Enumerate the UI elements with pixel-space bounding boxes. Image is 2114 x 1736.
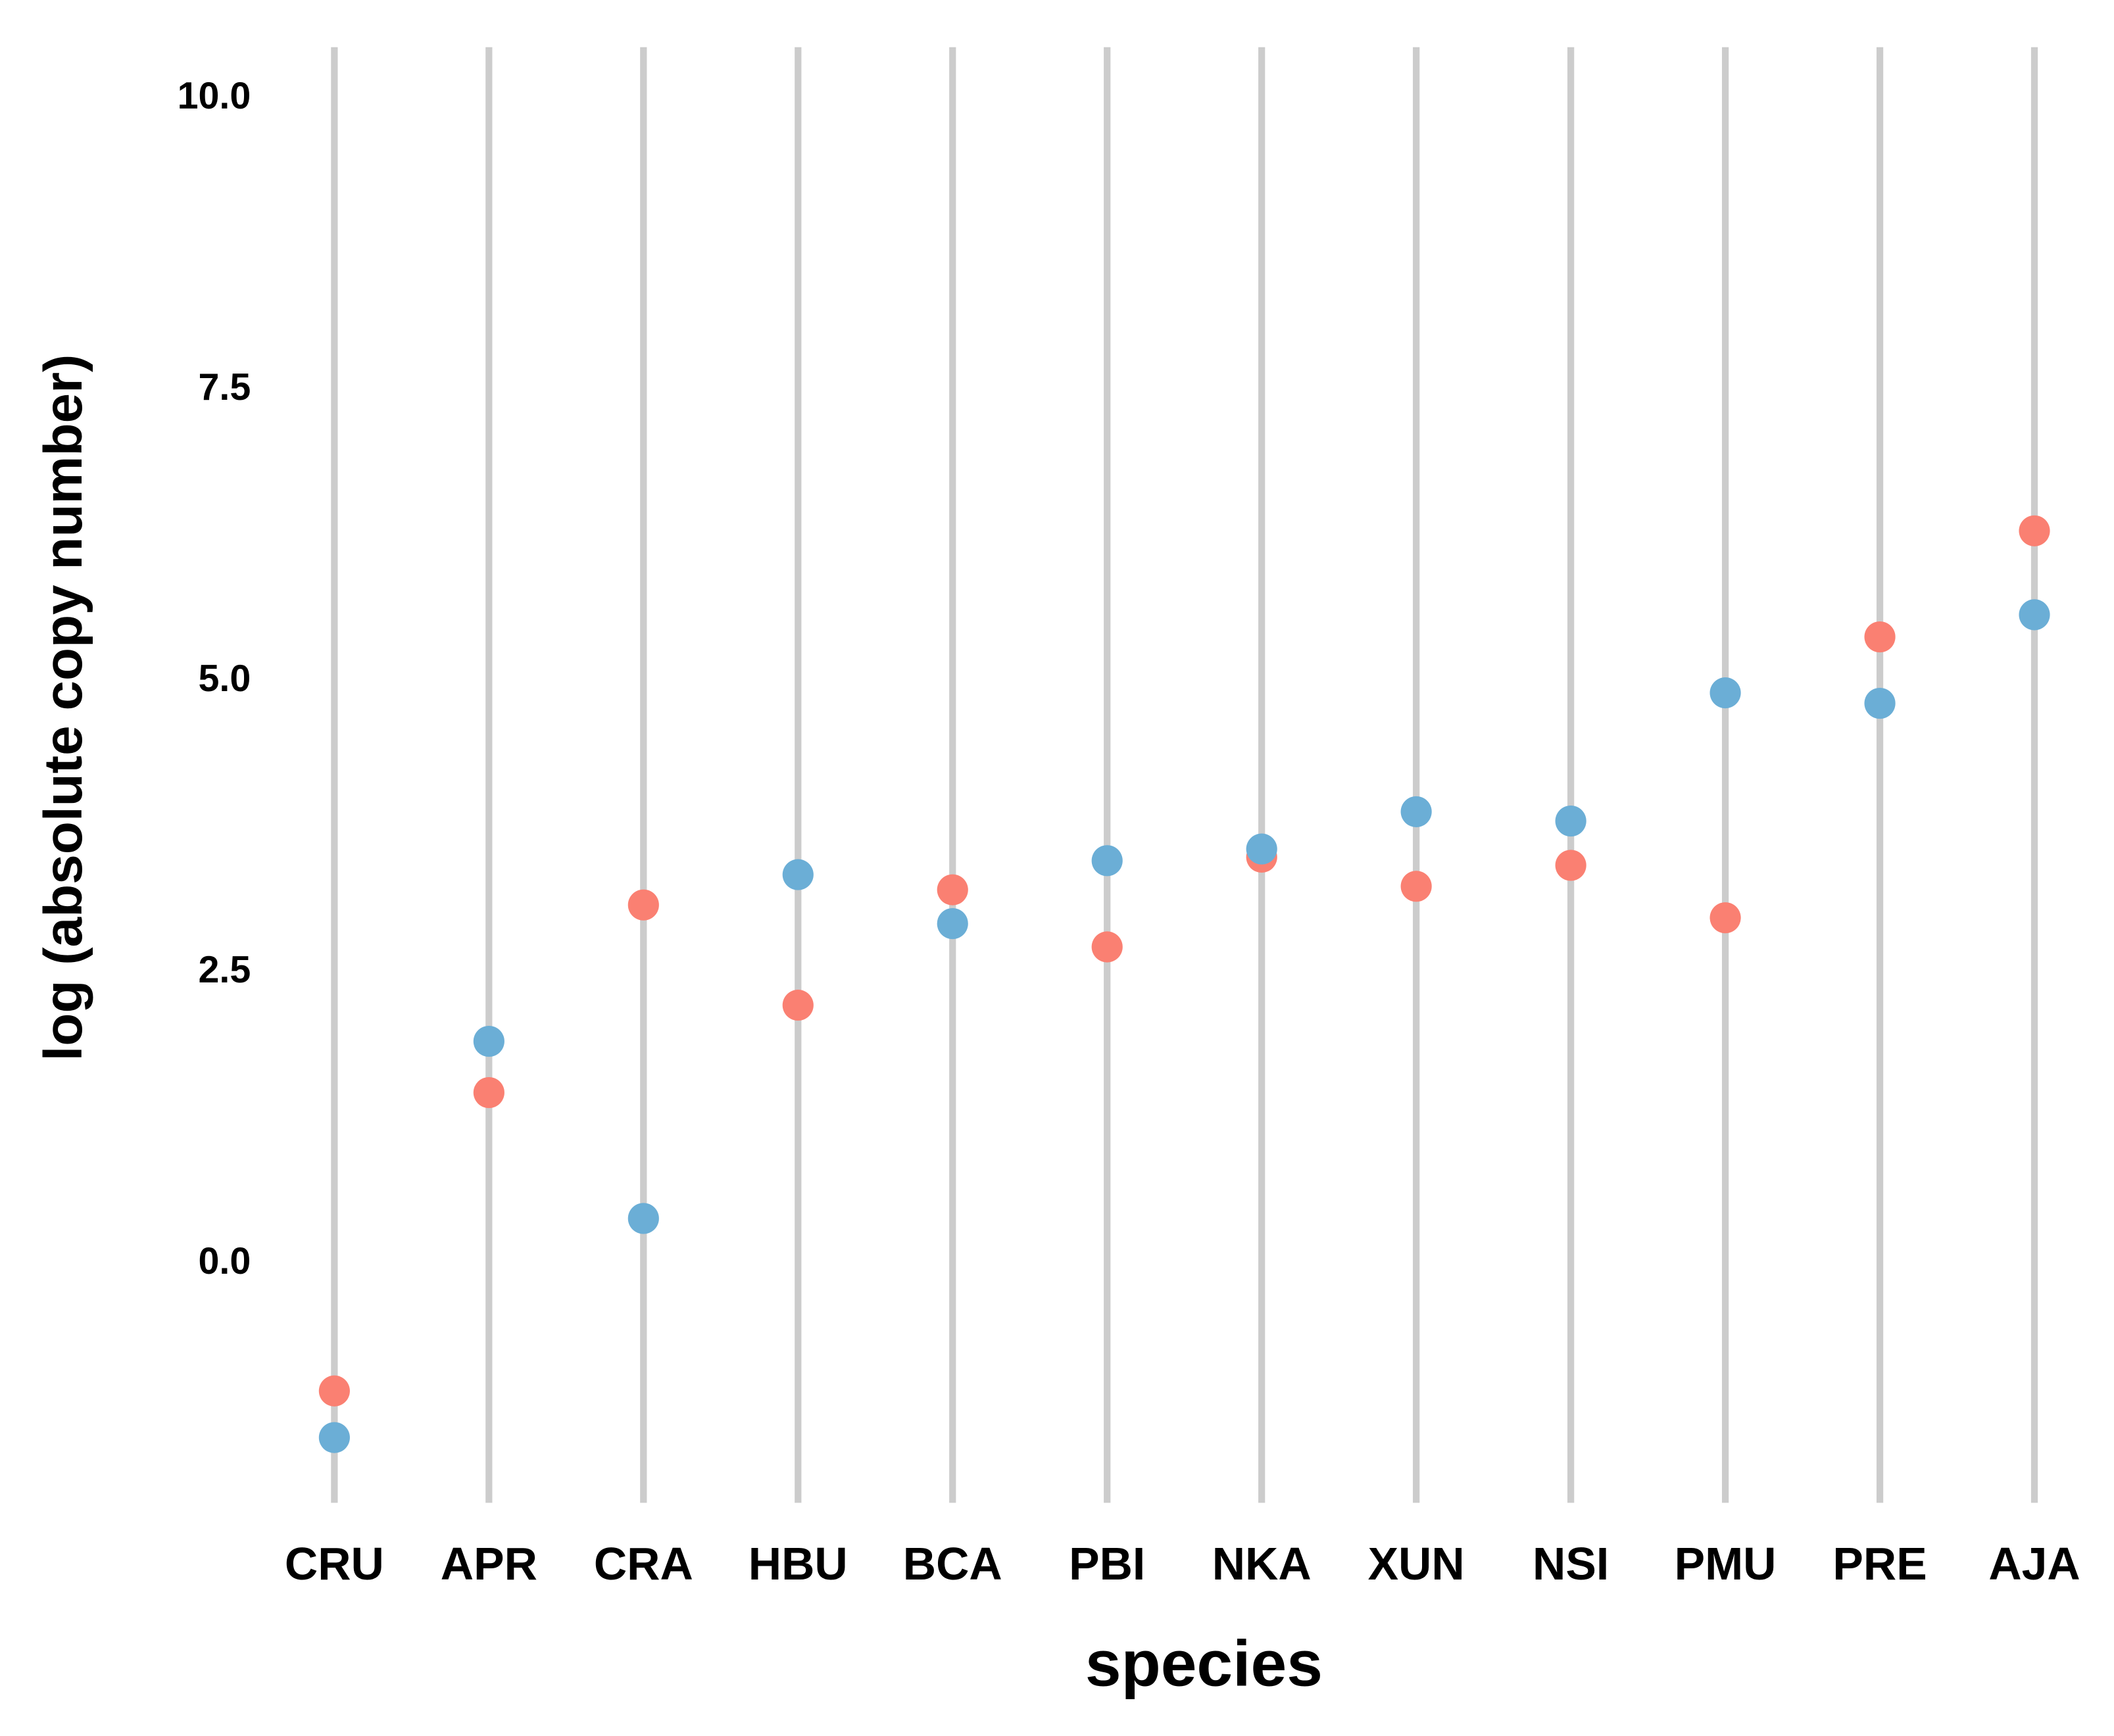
dot — [937, 907, 968, 940]
dot — [1709, 902, 1741, 934]
dot — [1709, 677, 1741, 709]
x-tick-label: PBI — [1069, 1538, 1145, 1589]
x-tick-label: CRA — [594, 1538, 693, 1589]
dot — [318, 1375, 350, 1407]
dot — [627, 889, 659, 921]
dot — [1555, 850, 1586, 881]
dot — [627, 1203, 659, 1234]
dot — [1555, 806, 1586, 837]
dot — [473, 1025, 504, 1057]
x-tick-label: HBU — [749, 1538, 848, 1589]
dot — [782, 990, 814, 1021]
dot — [1400, 871, 1432, 902]
y-tick-label: 5.0 — [199, 658, 251, 700]
dot — [782, 859, 814, 890]
y-tick-label: 7.5 — [199, 366, 251, 408]
dot — [1864, 688, 1896, 719]
dot — [937, 874, 968, 905]
x-tick-label: NKA — [1212, 1538, 1312, 1589]
dot — [318, 1422, 350, 1453]
dot — [1864, 621, 1896, 653]
x-tick-label: APR — [441, 1538, 537, 1589]
y-tick-label: 2.5 — [199, 949, 251, 991]
dot — [1246, 833, 1277, 865]
dot — [1091, 931, 1123, 963]
y-tick-label: 0.0 — [199, 1240, 251, 1282]
dot — [1400, 796, 1432, 827]
x-tick-label: CRU — [285, 1538, 384, 1589]
x-tick-label: NSI — [1533, 1538, 1609, 1589]
dot — [2019, 515, 2050, 546]
x-tick-label: XUN — [1368, 1538, 1465, 1589]
dot — [473, 1076, 504, 1109]
x-tick-label: AJA — [1988, 1538, 2080, 1589]
dot — [2019, 599, 2050, 631]
x-tick-label: PMU — [1675, 1538, 1777, 1589]
x-tick-label: BCA — [903, 1538, 1002, 1589]
y-tick-label: 10.0 — [178, 75, 251, 117]
y-axis-label: log (absolute copy number) — [34, 354, 93, 1061]
x-axis-label: species — [1085, 1627, 1323, 1699]
dot — [1091, 845, 1123, 877]
x-tick-label: PRE — [1832, 1538, 1927, 1589]
